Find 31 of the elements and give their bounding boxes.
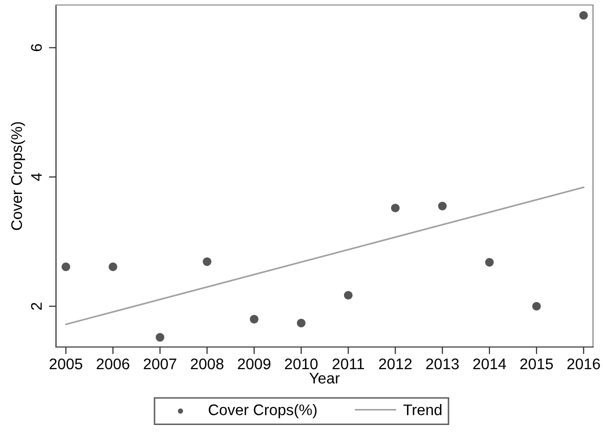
x-tick-label: 2014 xyxy=(473,358,506,370)
y-tick-label: 2 xyxy=(31,302,42,310)
point xyxy=(438,202,447,210)
x-tick-label: 2011 xyxy=(332,358,364,370)
point xyxy=(485,258,494,267)
point xyxy=(391,204,400,212)
x-tick-label: 2008 xyxy=(190,358,224,370)
legend-label: Trend xyxy=(403,404,442,416)
point xyxy=(156,333,164,342)
y-tick-label: 4 xyxy=(31,173,42,181)
x-tick-label: 2016 xyxy=(567,358,600,370)
legend-label: Cover Crops(%) xyxy=(208,404,317,418)
point xyxy=(532,302,541,311)
x-tick-label: 2006 xyxy=(96,358,130,370)
point xyxy=(579,11,588,20)
point xyxy=(108,262,118,272)
point xyxy=(344,291,353,300)
point xyxy=(250,314,258,324)
point xyxy=(296,318,306,328)
x-tick-label: 2005 xyxy=(50,358,82,370)
point xyxy=(202,257,212,266)
point xyxy=(62,262,70,272)
x-tick-label: 2007 xyxy=(144,358,176,370)
y-axis-title: Cover Crops(%) xyxy=(10,122,26,230)
x-axis-title: Year xyxy=(309,372,340,384)
y-tick-label: 6 xyxy=(31,44,42,52)
x-tick-label: 2013 xyxy=(426,358,459,370)
x-tick-label: 2015 xyxy=(520,358,553,370)
x-tick-label: 2009 xyxy=(238,358,270,370)
x-tick-label: 2012 xyxy=(379,358,412,370)
x-tick-label: 2010 xyxy=(284,358,318,370)
